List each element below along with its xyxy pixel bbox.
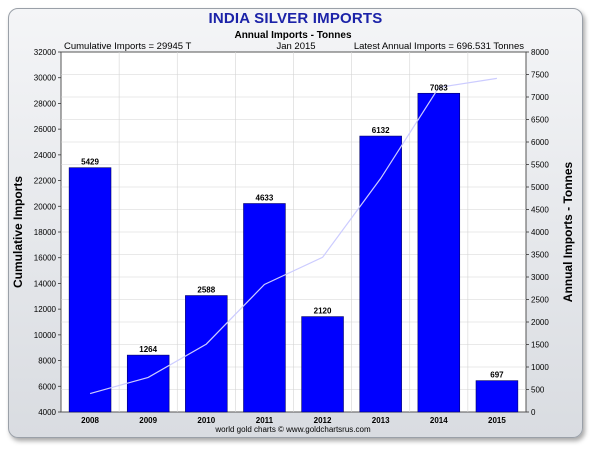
bar-2012 (301, 316, 344, 413)
right-tick-label: 500 (531, 386, 545, 395)
cumulative-imports-line (89, 77, 497, 395)
x-tick-label: 2010 (197, 416, 215, 425)
right-tick-label: 4500 (531, 206, 549, 215)
latest-annual-annotation: Latest Annual Imports = 696.531 Tonnes (354, 41, 524, 52)
right-tick-label: 7000 (531, 93, 549, 102)
chart-subtitle: Annual Imports - Tonnes (234, 30, 351, 41)
bar-2011 (243, 203, 286, 413)
bar-value-label: 6132 (372, 126, 390, 135)
right-tick-label: 6500 (531, 116, 549, 125)
left-tick-label: 32000 (34, 48, 57, 57)
bar-value-label: 1264 (139, 345, 157, 354)
right-tick-label: 8000 (531, 48, 549, 57)
x-tick-label: 2012 (314, 416, 332, 425)
left-tick-label: 18000 (34, 228, 57, 237)
cumulative-annotation: Cumulative Imports = 29945 T (64, 41, 192, 52)
date-annotation: Jan 2015 (276, 41, 315, 52)
bar-value-label: 2120 (314, 307, 332, 316)
bars-group (68, 92, 519, 413)
right-tick-label: 3500 (531, 251, 549, 260)
left-tick-label: 4000 (38, 408, 56, 417)
cumulative-line-group (89, 77, 497, 395)
left-tick-label: 28000 (34, 99, 57, 108)
bar-value-label: 2588 (197, 286, 215, 295)
bar-2014 (417, 92, 461, 413)
bar-value-label: 7083 (430, 83, 448, 92)
bar-2009 (126, 354, 170, 413)
right-tick-label: 1000 (531, 363, 549, 372)
left-tick-label: 12000 (34, 305, 57, 314)
right-tick-label: 7500 (531, 71, 549, 80)
left-tick-label: 10000 (34, 331, 57, 340)
x-tick-label: 2009 (139, 416, 157, 425)
right-axis-ticks: 0 500 1000 1500 2000 2500 3000 3500 4000 4500 5000… (526, 48, 549, 417)
bar-value-label: 4633 (256, 194, 274, 203)
x-axis-ticks: 2008 2009 2010 2011 2012 2013 2014 2015 (81, 416, 506, 425)
x-tick-label: 2011 (256, 416, 274, 425)
right-tick-label: 0 (531, 408, 536, 417)
x-tick-label: 2015 (488, 416, 506, 425)
right-tick-label: 1500 (531, 341, 549, 350)
left-axis-ticks: 4000 6000 8000 10000 12000 14000 16000 18000 200… (34, 48, 61, 417)
right-tick-label: 5500 (531, 161, 549, 170)
chart-footer: world gold charts © www.goldchartsrus.co… (214, 425, 371, 434)
left-tick-label: 14000 (34, 279, 57, 288)
bar-2015 (475, 380, 519, 413)
x-tick-label: 2014 (430, 416, 448, 425)
left-tick-label: 20000 (34, 202, 57, 211)
left-tick-label: 22000 (34, 177, 57, 186)
left-tick-label: 24000 (34, 151, 57, 160)
left-tick-label: 30000 (34, 74, 57, 83)
bar-labels-group: 5429 1264 2588 4633 2120 6132 7083 697 (81, 83, 504, 379)
bar-value-label: 5429 (81, 158, 99, 167)
right-tick-label: 2500 (531, 296, 549, 305)
right-axis-label: Annual Imports - Tonnes (561, 161, 575, 302)
x-tick-label: 2008 (81, 416, 99, 425)
left-tick-label: 16000 (34, 254, 57, 263)
chart-title: INDIA SILVER IMPORTS (208, 10, 383, 27)
right-tick-label: 6000 (531, 138, 549, 147)
right-tick-label: 2000 (531, 318, 549, 327)
bar-value-label: 697 (490, 371, 504, 380)
right-tick-label: 3000 (531, 273, 549, 282)
right-tick-label: 5000 (531, 183, 549, 192)
left-tick-label: 6000 (38, 382, 56, 391)
left-tick-label: 8000 (38, 357, 56, 366)
left-axis-label: Cumulative Imports (11, 176, 25, 288)
x-tick-label: 2013 (372, 416, 390, 425)
left-tick-label: 26000 (34, 125, 57, 134)
bar-2010 (185, 295, 228, 413)
bar-2008 (68, 167, 112, 413)
right-tick-label: 4000 (531, 228, 549, 237)
bar-2013 (359, 135, 402, 413)
